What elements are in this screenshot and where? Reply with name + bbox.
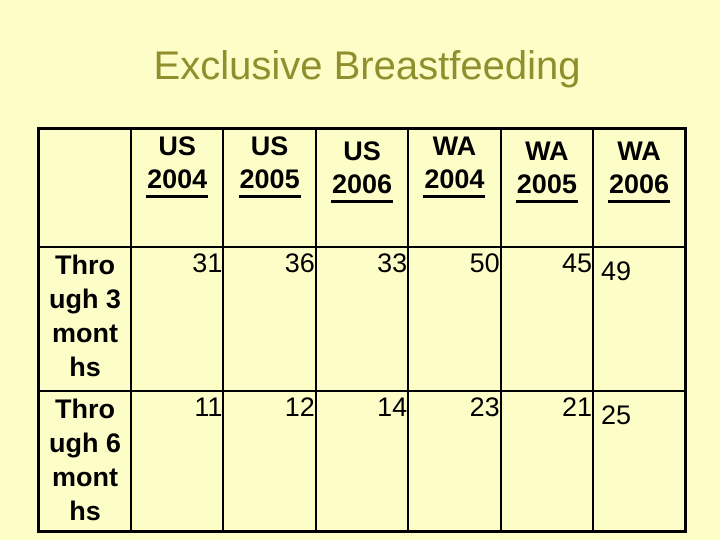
value-cell: 12 [222,389,317,533]
row-label-line: hs [69,495,101,526]
value-cell: 14 [314,389,410,533]
value-cell: 45 [499,245,595,392]
header-year: 2006 [607,169,671,203]
row-label-line: mont [51,317,118,348]
header-cell-us-2005: US 2005 [222,127,317,248]
header-year: 2005 [238,164,301,198]
row-label: Thro ugh 3 mont hs [37,245,132,392]
value-cell: 11 [129,389,225,533]
table-header-row: US 2004 US 2005 US 2006 WA 2004 WA 2005 … [37,127,687,248]
value-cell: 33 [314,245,410,392]
header-region: WA [432,131,477,161]
header-cell-wa-2006: WA 2006 [592,127,687,248]
value-cell: 50 [407,245,502,392]
header-year: 2005 [515,169,578,203]
table-row-through-6-months: Thro ugh 6 mont hs 11 12 14 23 21 25 [37,389,687,533]
header-region: WA [617,136,661,166]
table-row-through-3-months: Thro ugh 3 mont hs 31 36 33 50 45 49 [37,245,687,392]
row-label-line: ugh 6 [48,427,121,458]
breastfeeding-table: US 2004 US 2005 US 2006 WA 2004 WA 2005 … [37,127,687,533]
header-cell-wa-2005: WA 2005 [499,127,595,248]
header-cell-us-2006: US 2006 [314,127,410,248]
row-label-line: Thro [54,249,115,280]
value-cell: 25 [592,389,687,533]
corner-cell [37,127,132,248]
header-year: 2006 [330,169,394,203]
row-label-line: Thro [54,393,115,424]
header-region: WA [525,136,569,166]
header-region: US [343,136,381,166]
header-region: US [250,131,289,161]
slide-title: Exclusive Breastfeeding [153,44,581,88]
header-year: 2004 [146,164,209,198]
header-year: 2004 [423,164,486,198]
row-label: Thro ugh 6 mont hs [37,389,132,533]
header-cell-wa-2004: WA 2004 [407,127,502,248]
value-cell: 21 [499,389,595,533]
header-cell-us-2004: US 2004 [129,127,225,248]
value-cell: 49 [592,245,687,392]
row-label-line: hs [69,351,101,382]
value-cell: 31 [129,245,225,392]
row-label-line: mont [51,461,118,492]
value-cell: 36 [222,245,317,392]
row-label-line: ugh 3 [48,283,121,314]
header-region: US [158,131,196,161]
value-cell: 23 [407,389,502,533]
